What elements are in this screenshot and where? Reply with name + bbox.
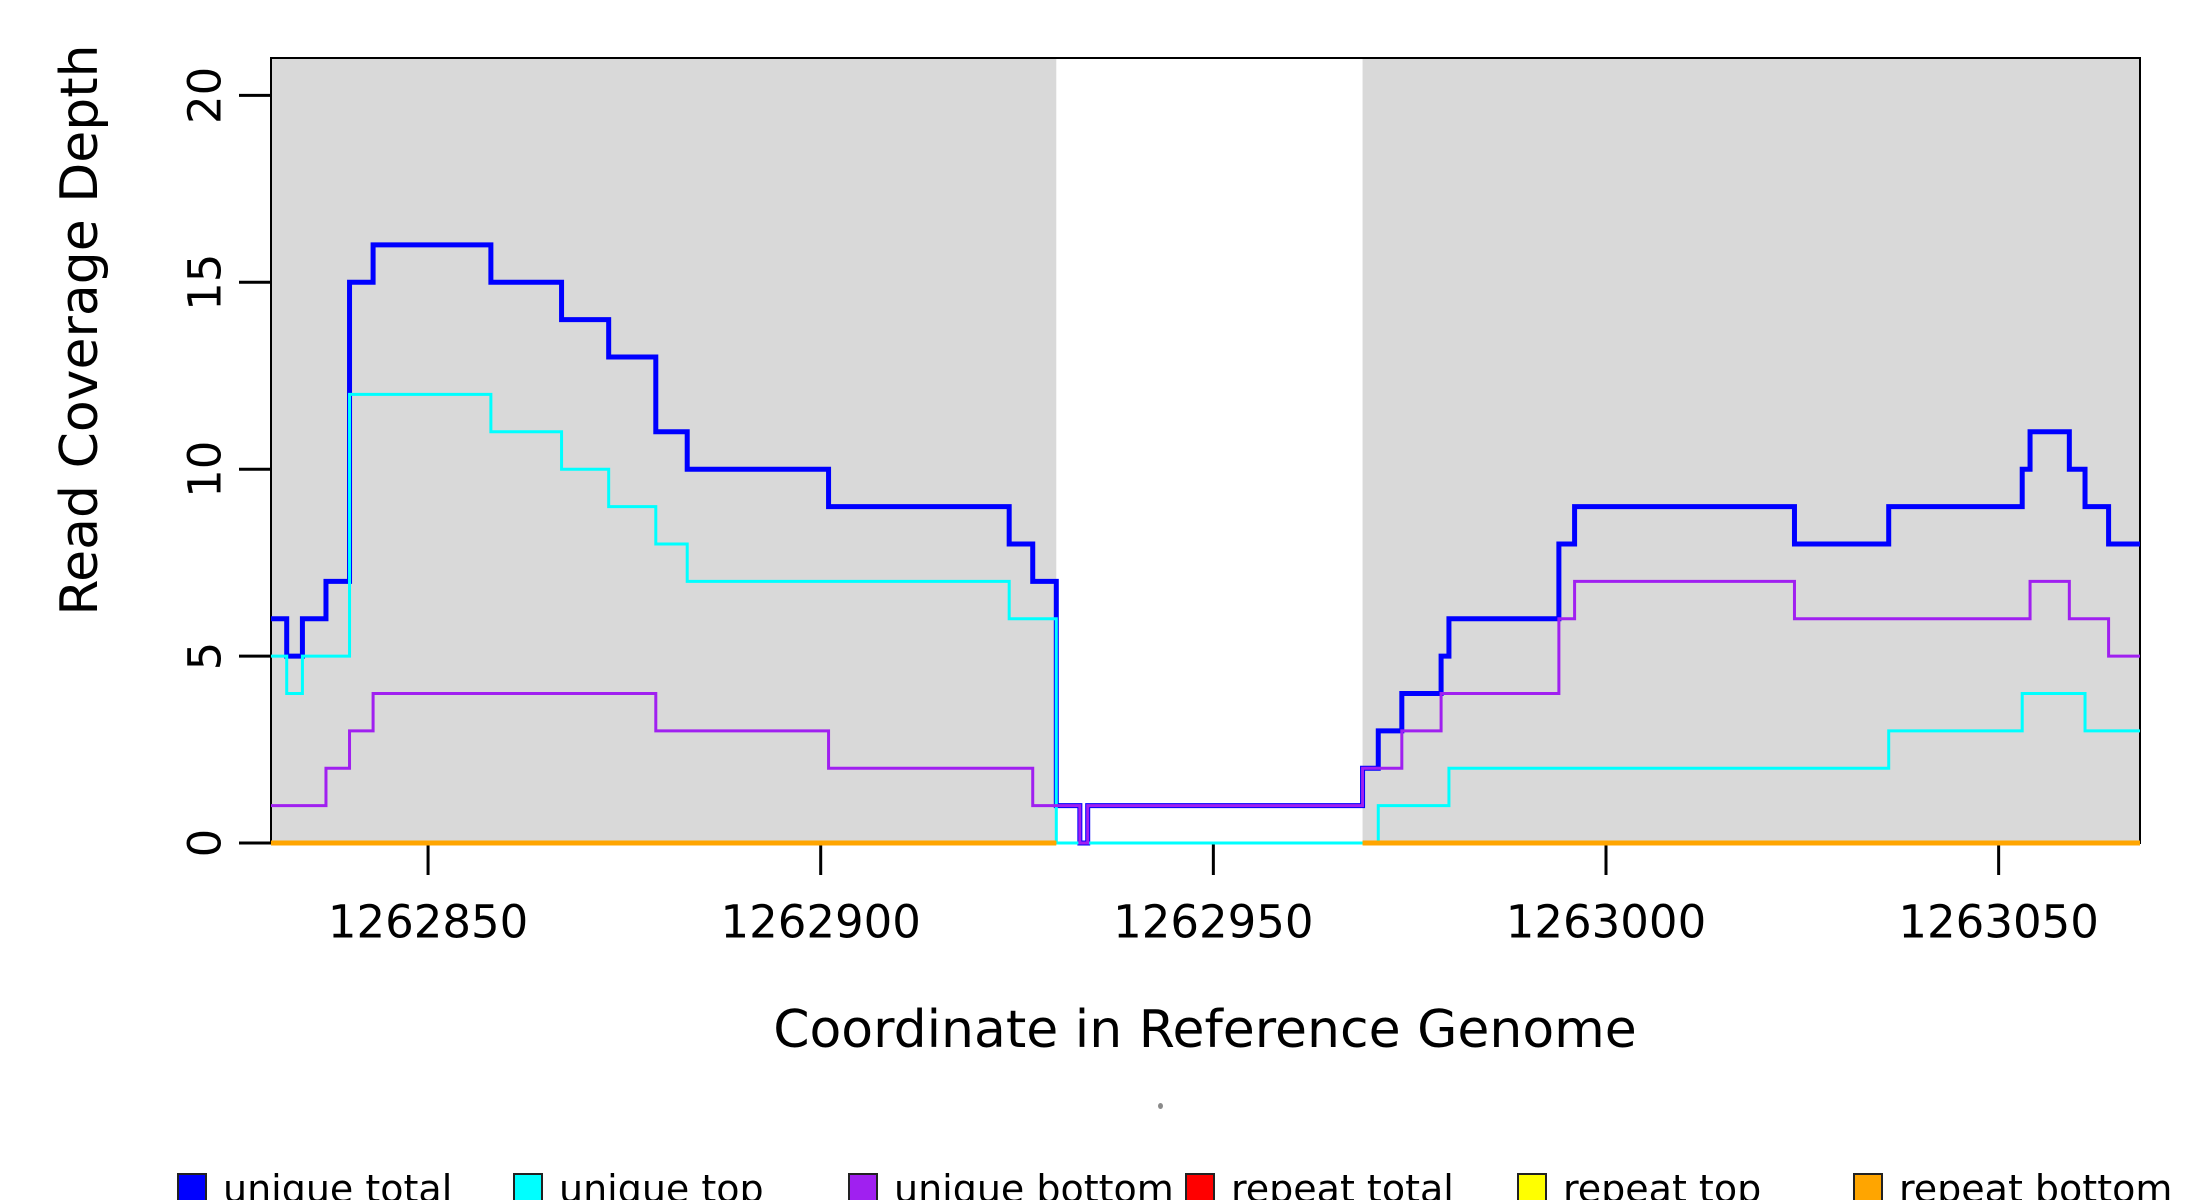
svg-text:10: 10 (179, 441, 232, 498)
svg-text:5: 5 (179, 642, 232, 671)
svg-text:1263000: 1263000 (1506, 896, 1706, 949)
coverage-lines (271, 242, 2140, 846)
svg-text:20: 20 (179, 67, 232, 124)
x-axis-title: Coordinate in Reference Genome (773, 1000, 1637, 1060)
axis-tick-labels: 1262850 1262900 1262950 1263000 1263050 0 5 10 1… (179, 67, 2099, 949)
y-axis-title: Read Coverage Depth (50, 44, 110, 615)
svg-text:1262900: 1262900 (720, 896, 920, 949)
svg-text:1262850: 1262850 (328, 896, 528, 949)
axis-ticks (239, 93, 2001, 875)
repeat-region-shading (271, 58, 2140, 843)
svg-text:0: 0 (179, 829, 232, 858)
svg-text:1262950: 1262950 (1113, 896, 1313, 949)
svg-text:15: 15 (179, 254, 232, 311)
stray-dot-artifact (1158, 1103, 1163, 1109)
svg-text:1263050: 1263050 (1898, 896, 2098, 949)
